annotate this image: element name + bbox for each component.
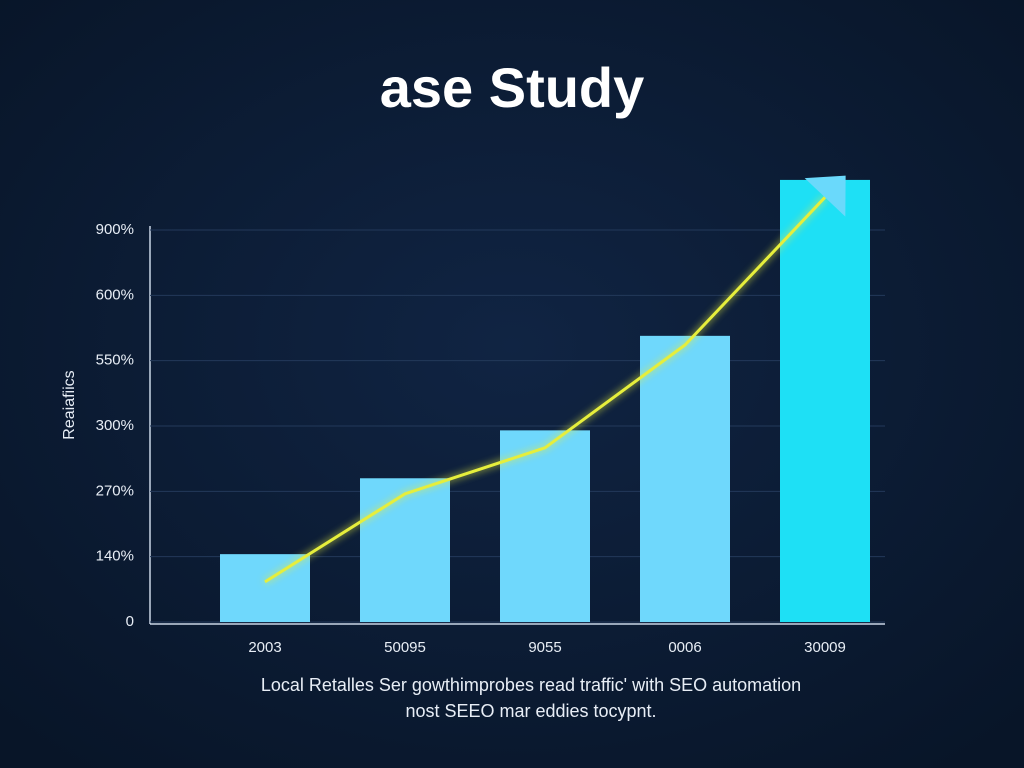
y-tick-label: 900% [96,221,134,238]
x-tick-label: 9055 [528,639,561,656]
y-tick-label: 600% [96,286,134,303]
y-tick-label: 270% [96,482,134,499]
caption-line: nost SEEO mar eddies tocypnt. [405,701,656,721]
bar [360,478,450,622]
arrow-head [804,175,846,217]
y-tick-label: 0 [126,613,134,630]
y-tick-label: 550% [96,352,134,369]
bar [640,335,730,622]
trend-line [264,196,827,584]
chart-title: ase Study [380,56,645,119]
y-tick-label: 140% [96,548,134,565]
bar [500,430,590,622]
x-tick-label: 2003 [248,639,281,656]
bar [220,554,310,622]
bar [780,179,870,622]
x-tick-label: 30009 [804,639,846,656]
caption-line: Local Retalles Ser gowthimprobes read tr… [261,675,801,695]
x-tick-label: 0006 [668,639,701,656]
y-tick-label: 300% [96,417,134,434]
x-tick-label: 50095 [384,639,426,656]
y-axis-label: Reaiafiics [61,370,78,439]
